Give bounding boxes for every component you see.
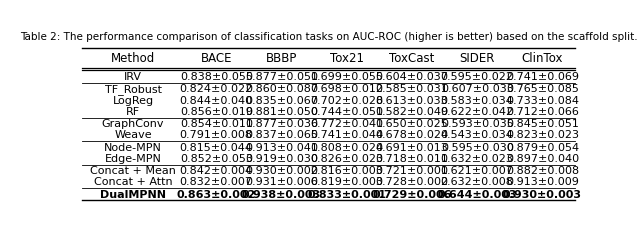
Text: 0.632±0.023: 0.632±0.023 [441, 154, 513, 164]
Text: 0.644±0.003: 0.644±0.003 [437, 190, 517, 200]
Text: GraphConv: GraphConv [102, 119, 164, 129]
Text: 0.733±0.084: 0.733±0.084 [506, 96, 579, 106]
Text: 0.879±0.054: 0.879±0.054 [506, 143, 579, 153]
Text: 0.585±0.031: 0.585±0.031 [376, 84, 448, 94]
Text: 0.819±0.003: 0.819±0.003 [310, 178, 383, 188]
Text: DualMPNN: DualMPNN [100, 190, 166, 200]
Text: 0.842±0.004: 0.842±0.004 [180, 166, 253, 176]
Text: 0.860±0.087: 0.860±0.087 [245, 84, 318, 94]
Text: 0.650±0.025: 0.650±0.025 [376, 119, 448, 129]
Text: 0.543±0.034: 0.543±0.034 [441, 131, 513, 141]
Text: 0.844±0.040: 0.844±0.040 [180, 96, 253, 106]
Text: 0.791±0.008: 0.791±0.008 [180, 131, 253, 141]
Text: Concat + Attn: Concat + Attn [93, 178, 172, 188]
Text: 0.595±0.022: 0.595±0.022 [441, 72, 514, 82]
Text: ToxCast: ToxCast [389, 52, 435, 65]
Text: 0.881±0.050: 0.881±0.050 [245, 107, 318, 117]
Text: 0.838±0.055: 0.838±0.055 [180, 72, 253, 82]
Text: Concat + Mean: Concat + Mean [90, 166, 176, 176]
Text: 0.845±0.051: 0.845±0.051 [506, 119, 579, 129]
Text: 0.913±0.041: 0.913±0.041 [245, 143, 318, 153]
Text: 0.744±0.051: 0.744±0.051 [310, 107, 383, 117]
Text: SIDER: SIDER [460, 52, 495, 65]
Text: Tox21: Tox21 [330, 52, 364, 65]
Text: 0.698±0.012: 0.698±0.012 [310, 84, 383, 94]
Text: 0.856±0.019: 0.856±0.019 [180, 107, 253, 117]
Text: 0.931±0.006: 0.931±0.006 [245, 178, 318, 188]
Text: 0.632±0.008: 0.632±0.008 [441, 178, 513, 188]
Text: 0.699±0.055: 0.699±0.055 [310, 72, 383, 82]
Text: 0.877±0.051: 0.877±0.051 [245, 72, 318, 82]
Text: 0.833±0.001: 0.833±0.001 [307, 190, 386, 200]
Text: 0.772±0.041: 0.772±0.041 [310, 119, 383, 129]
Text: 0.913±0.009: 0.913±0.009 [506, 178, 579, 188]
Text: 0.678±0.024: 0.678±0.024 [375, 131, 449, 141]
Text: 0.741±0.044: 0.741±0.044 [310, 131, 383, 141]
Text: ClinTox: ClinTox [522, 52, 563, 65]
Text: 0.824±0.022: 0.824±0.022 [180, 84, 253, 94]
Text: 0.593±0.035: 0.593±0.035 [441, 119, 513, 129]
Text: 0.816±0.003: 0.816±0.003 [310, 166, 383, 176]
Text: LogReg: LogReg [113, 96, 154, 106]
Text: 0.815±0.044: 0.815±0.044 [180, 143, 253, 153]
Text: 0.882±0.008: 0.882±0.008 [506, 166, 579, 176]
Text: 0.852±0.053: 0.852±0.053 [180, 154, 253, 164]
Text: 0.837±0.065: 0.837±0.065 [245, 131, 318, 141]
Text: 0.835±0.067: 0.835±0.067 [245, 96, 318, 106]
Text: 0.691±0.013: 0.691±0.013 [376, 143, 448, 153]
Text: 0.622±0.042: 0.622±0.042 [440, 107, 514, 117]
Text: 0.765±0.085: 0.765±0.085 [506, 84, 579, 94]
Text: Weave: Weave [114, 131, 152, 141]
Text: BACE: BACE [200, 52, 232, 65]
Text: 0.808±0.024: 0.808±0.024 [310, 143, 383, 153]
Text: 0.930±0.003: 0.930±0.003 [503, 190, 582, 200]
Text: Method: Method [111, 52, 155, 65]
Text: 0.613±0.033: 0.613±0.033 [376, 96, 448, 106]
Text: Node-MPN: Node-MPN [104, 143, 162, 153]
Text: 0.712±0.066: 0.712±0.066 [506, 107, 579, 117]
Text: 0.728±0.002: 0.728±0.002 [375, 178, 449, 188]
Text: 0.718±0.011: 0.718±0.011 [376, 154, 449, 164]
Text: 0.595±0.030: 0.595±0.030 [441, 143, 513, 153]
Text: 0.607±0.033: 0.607±0.033 [441, 84, 513, 94]
Text: 0.919±0.030: 0.919±0.030 [245, 154, 318, 164]
Text: 0.741±0.069: 0.741±0.069 [506, 72, 579, 82]
Text: 0.863±0.002: 0.863±0.002 [177, 190, 256, 200]
Text: 0.582±0.049: 0.582±0.049 [375, 107, 449, 117]
Text: 0.583±0.034: 0.583±0.034 [441, 96, 513, 106]
Text: 0.897±0.040: 0.897±0.040 [506, 154, 579, 164]
Text: 0.877±0.036: 0.877±0.036 [245, 119, 318, 129]
Text: Edge-MPN: Edge-MPN [104, 154, 161, 164]
Text: RF: RF [126, 107, 140, 117]
Text: 0.702±0.028: 0.702±0.028 [310, 96, 383, 106]
Text: 0.604±0.037: 0.604±0.037 [376, 72, 449, 82]
Text: IRV: IRV [124, 72, 142, 82]
Text: 0.832±0.007: 0.832±0.007 [180, 178, 253, 188]
Text: Table 2: The performance comparison of classification tasks on AUC-ROC (higher i: Table 2: The performance comparison of c… [20, 32, 637, 42]
Text: BBBP: BBBP [266, 52, 297, 65]
Text: TF_Robust: TF_Robust [104, 84, 161, 95]
Text: 0.854±0.011: 0.854±0.011 [180, 119, 253, 129]
Text: 0.621±0.007: 0.621±0.007 [441, 166, 513, 176]
Text: 0.729±0.006: 0.729±0.006 [372, 190, 452, 200]
Text: 0.938±0.003: 0.938±0.003 [242, 190, 321, 200]
Text: 0.930±0.002: 0.930±0.002 [245, 166, 318, 176]
Text: 0.823±0.023: 0.823±0.023 [506, 131, 579, 141]
Text: 0.721±0.001: 0.721±0.001 [376, 166, 449, 176]
Text: 0.826±0.023: 0.826±0.023 [310, 154, 383, 164]
